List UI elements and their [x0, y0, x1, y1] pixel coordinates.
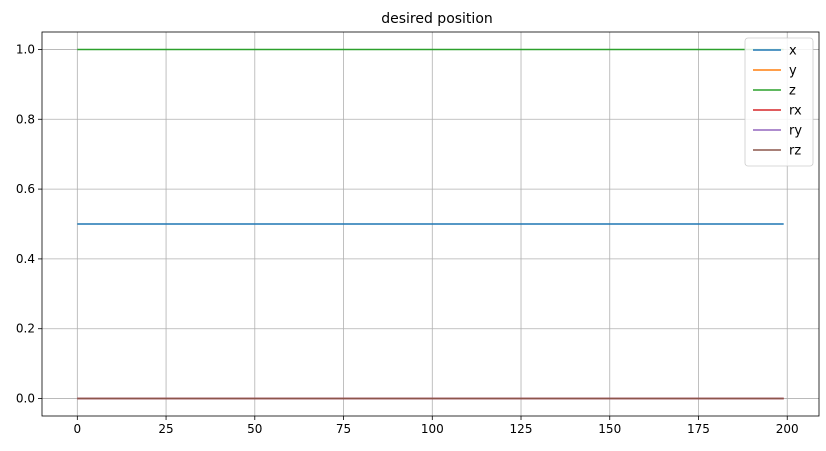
plot-frame	[41, 31, 820, 417]
x-tick-label: 50	[247, 422, 262, 436]
y-tick-label: 1.0	[16, 42, 35, 56]
chart-title: desired position	[381, 11, 493, 27]
x-tick-label: 200	[776, 422, 799, 436]
x-tick-label: 150	[598, 422, 621, 436]
y-tick-label: 0.8	[16, 112, 35, 126]
axis-ticks: 0 25 50 75 100 125 150 175 200 0.0 0.2 0.4 0.6 0.8 1.0	[16, 42, 799, 436]
legend-label-ry: ry	[789, 124, 802, 139]
y-tick-label: 0.4	[16, 252, 35, 266]
y-tick-label: 0.6	[16, 182, 35, 196]
legend-label-x: x	[789, 44, 797, 59]
legend: xyz rx ry rz	[744, 37, 814, 167]
x-tick-label: 100	[421, 422, 444, 436]
x-tick-label: 75	[336, 422, 351, 436]
x-tick-label: 25	[158, 422, 173, 436]
x-tick-label: 125	[510, 422, 533, 436]
y-tick-label: 0.0	[16, 392, 35, 406]
y-tick-label: 0.2	[16, 322, 35, 336]
legend-label-rz: rz	[789, 144, 801, 159]
legend-label-z: z	[789, 84, 796, 99]
legend-label-rx: rx	[789, 104, 802, 119]
x-tick-label: 175	[687, 422, 710, 436]
legend-box	[744, 37, 814, 167]
series-lines	[77, 48, 784, 400]
legend-label-y: y	[789, 64, 797, 79]
x-tick-label: 0	[73, 422, 81, 436]
